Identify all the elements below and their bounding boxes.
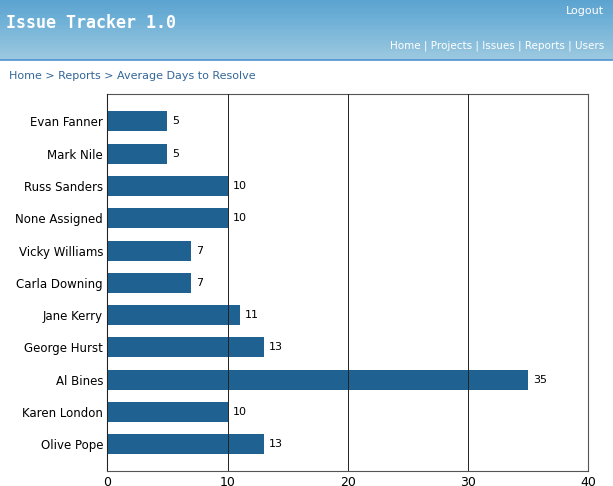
Text: 5: 5: [172, 149, 179, 159]
Bar: [107, 208, 227, 228]
Text: Home | Projects | Issues | Reports | Users: Home | Projects | Issues | Reports | Use…: [389, 41, 604, 52]
Text: 7: 7: [196, 245, 204, 256]
Text: 13: 13: [268, 439, 283, 449]
Bar: [107, 111, 167, 131]
Bar: [107, 402, 227, 422]
Bar: [107, 144, 167, 164]
Text: Logout: Logout: [566, 6, 604, 16]
Text: 10: 10: [232, 407, 246, 417]
Text: Home > Reports > Average Days to Resolve: Home > Reports > Average Days to Resolve: [9, 71, 256, 81]
Bar: [107, 337, 264, 357]
Text: 5: 5: [172, 117, 179, 126]
Bar: [107, 176, 227, 196]
Bar: [107, 241, 191, 260]
Text: 11: 11: [245, 310, 259, 320]
Text: 13: 13: [268, 343, 283, 352]
Bar: [107, 273, 191, 293]
Bar: [107, 370, 528, 390]
Text: 7: 7: [196, 278, 204, 288]
Text: Issue Tracker 1.0: Issue Tracker 1.0: [6, 14, 176, 32]
Text: 10: 10: [232, 213, 246, 223]
Bar: [107, 434, 264, 454]
Text: 10: 10: [232, 181, 246, 191]
Bar: [107, 305, 240, 325]
Text: 35: 35: [533, 375, 547, 385]
